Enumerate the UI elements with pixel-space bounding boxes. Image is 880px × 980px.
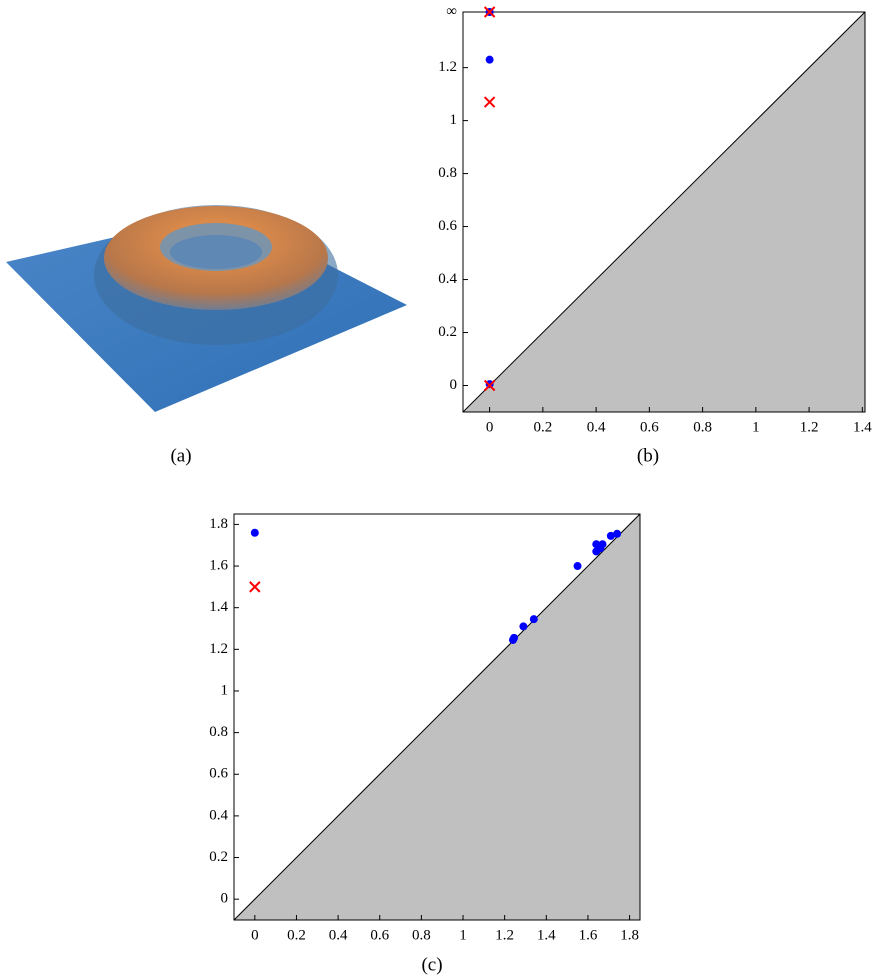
y-tick-label: 0.8 (438, 165, 457, 181)
y-tick-label: 0.6 (438, 218, 457, 234)
x-tick-label: 0.2 (287, 927, 306, 943)
y-tick-label: 1.2 (209, 641, 228, 657)
x-tick-label: 0.6 (640, 419, 659, 435)
torus-hole-floor (170, 235, 262, 269)
cross-point (250, 582, 260, 592)
y-tick-label: 1.8 (209, 516, 228, 532)
y-tick-label: 0.2 (209, 849, 228, 865)
y-tick-label: 1 (450, 112, 458, 128)
x-tick-label: 0.4 (587, 419, 606, 435)
x-tick-label: 1 (752, 419, 760, 435)
x-tick-label: 0 (251, 927, 259, 943)
y-tick-label: 0.4 (438, 271, 457, 287)
y-tick-label: 1.2 (438, 59, 457, 75)
x-tick-label: 1 (459, 927, 467, 943)
x-tick-label: 0.8 (412, 927, 431, 943)
y-tick-label: 1.4 (209, 599, 228, 615)
scatter-chart: 0 0.2 0.4 0.6 0.8 1 1.2 1.4 0 0.2 0.4 0.6 0.8 1 1.2 ∞ (b… (438, 3, 872, 466)
y-tick-label: 1 (221, 682, 229, 698)
dot-point (519, 622, 527, 630)
x-tick-label: 1.4 (537, 927, 556, 943)
dot-point (574, 562, 582, 570)
caption: (b) (637, 445, 659, 466)
x-tick-label: 0.8 (693, 419, 712, 435)
y-tick-label: 0 (450, 377, 458, 393)
cross-point (485, 97, 495, 107)
y-tick-label: 1.6 (209, 557, 228, 573)
x-tick-label: 1.8 (620, 927, 639, 943)
x-tick-label: 1.2 (495, 927, 514, 943)
y-tick-label: 0 (221, 891, 229, 907)
x-tick-label: 1.2 (800, 419, 819, 435)
dot-point (599, 540, 607, 548)
x-tick-label: 0.6 (370, 927, 389, 943)
caption: (c) (421, 954, 442, 975)
x-tick-label: 0.2 (533, 419, 552, 435)
y-tick-label: 0.6 (209, 766, 228, 782)
figure: (a) 0 0.2 0.4 0.6 0.8 1 1.2 1.4 0 0.2 0.4 0.6 0.8 1 1.… (0, 0, 880, 980)
y-tick-label: 0.8 (209, 724, 228, 740)
dot-point (251, 529, 259, 537)
y-tick-label: 0.4 (209, 807, 228, 823)
caption: (a) (170, 445, 191, 466)
x-tick-label: 1.4 (853, 419, 872, 435)
y-tick-label: ∞ (446, 3, 457, 19)
dot-point (510, 634, 518, 642)
dot-point (530, 615, 538, 623)
y-tick-label: 0.2 (438, 324, 457, 340)
x-tick-label: 0.4 (329, 927, 348, 943)
surface-plot (6, 205, 407, 412)
scatter-chart: 0 0.2 0.4 0.6 0.8 1 1.2 1.4 1.6 1.8 0 0.2 0.4 0.6 0.8 1… (209, 514, 640, 975)
dot-point (613, 530, 621, 538)
x-tick-label: 1.6 (579, 927, 598, 943)
dot-point (486, 56, 494, 64)
x-tick-label: 0 (486, 419, 494, 435)
